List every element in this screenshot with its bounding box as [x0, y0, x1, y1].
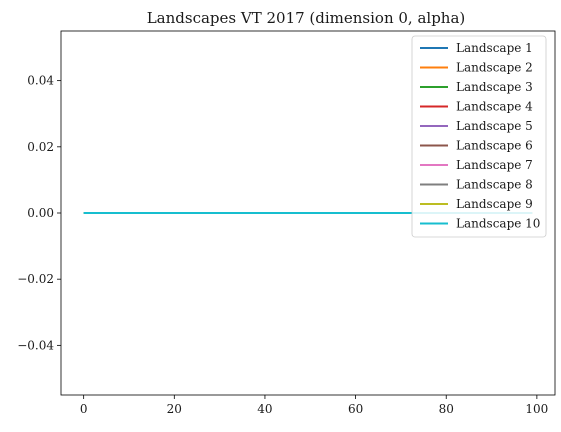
x-axis: 0 20 40 60 80 100 [80, 395, 548, 416]
chart-title: Landscapes VT 2017 (dimension 0, alpha) [147, 9, 466, 27]
legend-label-3: Landscape 3 [456, 80, 533, 94]
legend-label-6: Landscape 6 [456, 139, 533, 153]
x-tick-label: 60 [348, 402, 363, 416]
legend-label-5: Landscape 5 [456, 119, 533, 133]
y-tick-label: 0.02 [27, 140, 54, 154]
y-tick-label: −0.02 [17, 272, 54, 286]
legend-label-2: Landscape 2 [456, 61, 533, 75]
legend-label-10: Landscape 10 [456, 217, 540, 231]
y-axis: −0.04 −0.02 0.00 0.02 0.04 [17, 74, 61, 352]
y-tick-label: 0.00 [27, 206, 54, 220]
legend-label-4: Landscape 4 [456, 100, 533, 114]
x-tick-label: 0 [80, 402, 88, 416]
x-tick-label: 20 [167, 402, 182, 416]
x-tick-label: 40 [257, 402, 272, 416]
legend-label-1: Landscape 1 [456, 41, 533, 55]
legend-label-7: Landscape 7 [456, 158, 533, 172]
x-tick-label: 80 [439, 402, 454, 416]
x-tick-label: 100 [525, 402, 548, 416]
y-tick-label: 0.04 [27, 74, 54, 88]
legend-label-8: Landscape 8 [456, 178, 533, 192]
legend: Landscape 1 Landscape 2 Landscape 3 Landsca… [411, 35, 547, 238]
legend-label-9: Landscape 9 [456, 197, 533, 211]
y-tick-label: −0.04 [17, 338, 54, 352]
